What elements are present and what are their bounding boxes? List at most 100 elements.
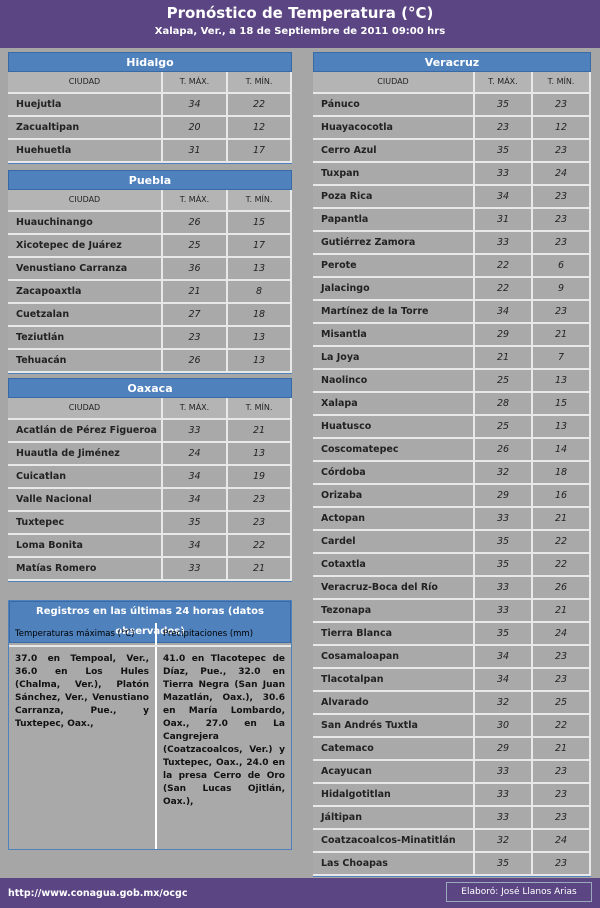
temperature: 33 (475, 600, 533, 623)
temperature: 35 (475, 140, 533, 163)
temperature: 21 (228, 558, 292, 581)
temperature: 7 (533, 347, 591, 370)
temperature: 22 (475, 278, 533, 301)
city: Actopan (313, 508, 475, 531)
header-bar: Pronóstico de Temperatura (°C) Xalapa, V… (0, 0, 600, 48)
city: Córdoba (313, 462, 475, 485)
city: Cuicatlan (8, 466, 163, 489)
divider (155, 623, 157, 849)
city: Tehuacán (8, 350, 163, 373)
temperature: 34 (475, 669, 533, 692)
temperature: 23 (475, 117, 533, 140)
temperature: 34 (163, 489, 228, 512)
temperature: 23 (533, 94, 591, 117)
temperature: 22 (533, 715, 591, 738)
temperature: 23 (533, 232, 591, 255)
city: Misantla (313, 324, 475, 347)
footer-url[interactable]: http://www.conagua.gob.mx/ocgc (8, 888, 188, 899)
temperature: 24 (533, 623, 591, 646)
city: Teziutlán (8, 327, 163, 350)
temperature: 17 (228, 140, 292, 163)
temperature: 6 (533, 255, 591, 278)
temperature: 30 (475, 715, 533, 738)
temperature: 32 (475, 462, 533, 485)
temperature: 31 (163, 140, 228, 163)
city: Zacapoaxtla (8, 281, 163, 304)
temperature: 24 (163, 443, 228, 466)
temperature: 21 (163, 281, 228, 304)
city: Coscomatepec (313, 439, 475, 462)
city: Xicotepec de Juárez (8, 235, 163, 258)
temperature: 13 (228, 443, 292, 466)
records-header: Precipitaciones (mm) (163, 629, 254, 639)
temperature: 21 (533, 508, 591, 531)
region-header: Hidalgo (8, 52, 292, 72)
temperature: 9 (533, 278, 591, 301)
temperature: 35 (475, 853, 533, 876)
temperature: 32 (475, 830, 533, 853)
temperature: 28 (475, 393, 533, 416)
temperature: 35 (163, 512, 228, 535)
temperature: 23 (533, 186, 591, 209)
city: Valle Nacional (8, 489, 163, 512)
temperature: 23 (533, 301, 591, 324)
city: Hidalgotitlan (313, 784, 475, 807)
city: Acatlán de Pérez Figueroa (8, 420, 163, 443)
temperature: 12 (228, 117, 292, 140)
temperature: 33 (475, 784, 533, 807)
temperature: 21 (228, 420, 292, 443)
city: Xalapa (313, 393, 475, 416)
temperature: 23 (533, 646, 591, 669)
temperature: 15 (228, 212, 292, 235)
temperature: 21 (533, 738, 591, 761)
records-title: Registros en las últimas 24 horas (datos… (9, 601, 291, 643)
temperature: 13 (228, 327, 292, 350)
city: Las Choapas (313, 853, 475, 876)
temperature: 23 (533, 807, 591, 830)
temperature: 35 (475, 94, 533, 117)
city: Catemaco (313, 738, 475, 761)
temperature: 35 (475, 531, 533, 554)
region-header: Oaxaca (8, 378, 292, 398)
city: Gutiérrez Zamora (313, 232, 475, 255)
temperature: 20 (163, 117, 228, 140)
column-header: CIUDAD (8, 190, 163, 212)
temperature: 34 (475, 301, 533, 324)
temperature: 12 (533, 117, 591, 140)
temperature: 29 (475, 738, 533, 761)
city: Acayucan (313, 761, 475, 784)
temperature: 32 (475, 692, 533, 715)
records-header: Temperaturas máximas (°C) (15, 629, 135, 639)
temperature: 26 (163, 212, 228, 235)
region-header: Veracruz (313, 52, 591, 72)
city: Poza Rica (313, 186, 475, 209)
city: Matías Romero (8, 558, 163, 581)
city: Coatzacoalcos-Minatitlán (313, 830, 475, 853)
temperature: 26 (475, 439, 533, 462)
footer-credit: Elaboró: José Llanos Arias (446, 882, 592, 902)
temperature: 25 (475, 370, 533, 393)
city: Tlacotalpan (313, 669, 475, 692)
column-header: CIUDAD (8, 72, 163, 94)
city: Pánuco (313, 94, 475, 117)
temperature: 35 (475, 554, 533, 577)
column-header: T. MÁX. (163, 72, 228, 94)
temperature: 34 (163, 94, 228, 117)
title: Pronóstico de Temperatura (°C) (166, 4, 434, 22)
temperature: 33 (163, 558, 228, 581)
temperature: 22 (228, 94, 292, 117)
temperature: 33 (475, 577, 533, 600)
city: La Joya (313, 347, 475, 370)
subtitle: Xalapa, Ver., a 18 de Septiembre de 2011… (154, 26, 446, 37)
temperature: 33 (475, 761, 533, 784)
city: Cuetzalan (8, 304, 163, 327)
temperature: 33 (475, 508, 533, 531)
city: Huayacocotla (313, 117, 475, 140)
city: Loma Bonita (8, 535, 163, 558)
temperature: 36 (163, 258, 228, 281)
temperature: 24 (533, 830, 591, 853)
temperature: 34 (163, 535, 228, 558)
region-header: Puebla (8, 170, 292, 190)
temperature: 21 (475, 347, 533, 370)
city: Orizaba (313, 485, 475, 508)
